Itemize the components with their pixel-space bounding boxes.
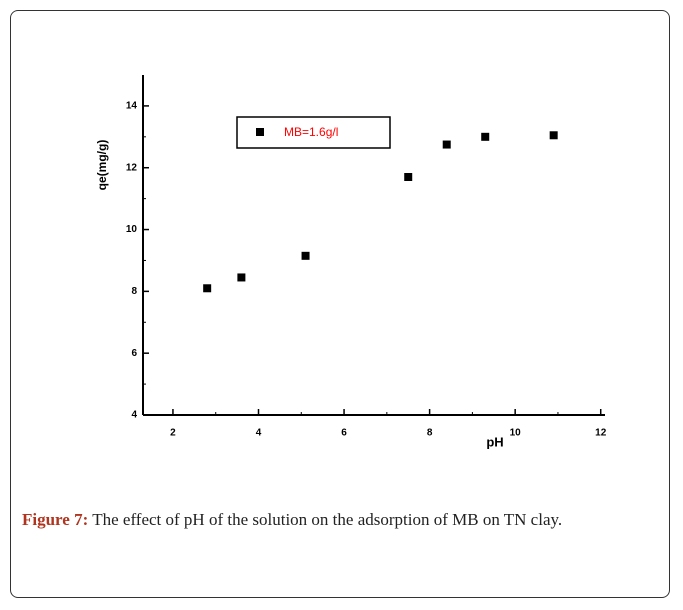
y-tick-label: 14 xyxy=(126,101,138,112)
y-tick-label: 6 xyxy=(131,348,137,359)
caption: Figure 7: The effect of pH of the soluti… xyxy=(22,508,662,532)
y-axis-label: qe(mg/g) xyxy=(95,140,109,191)
x-tick-label: 4 xyxy=(256,428,262,439)
point xyxy=(237,273,246,282)
x-tick-label: 6 xyxy=(341,428,347,439)
x-axis-label: pH xyxy=(486,434,503,449)
point xyxy=(404,173,413,181)
point xyxy=(442,140,451,149)
y-tick-label: 12 xyxy=(126,162,138,173)
point xyxy=(203,284,212,293)
legend-marker xyxy=(256,128,264,136)
y-tick-label: 8 xyxy=(131,286,137,297)
caption-text: The effect of pH of the solution on the … xyxy=(92,510,563,529)
y-tick-label: 4 xyxy=(131,410,137,421)
x-tick-label: 12 xyxy=(595,428,607,439)
x-tick-label: 8 xyxy=(427,428,433,439)
x-tick-label: 2 xyxy=(170,428,176,439)
point xyxy=(481,132,490,141)
legend-label: MB=1.6g/l xyxy=(284,125,338,139)
figure-frame xyxy=(10,10,670,598)
legend-box xyxy=(236,116,391,149)
point xyxy=(549,131,558,140)
chart: 4 6 8 10 12 14 2 4 6 8 10 12 pH qe(mg/g) MB=1.6g/l xyxy=(95,75,607,449)
caption-label: Figure 7: xyxy=(22,510,89,529)
y-tick-label: 10 xyxy=(126,224,138,235)
point xyxy=(301,251,310,260)
x-tick-label: 10 xyxy=(510,428,522,439)
